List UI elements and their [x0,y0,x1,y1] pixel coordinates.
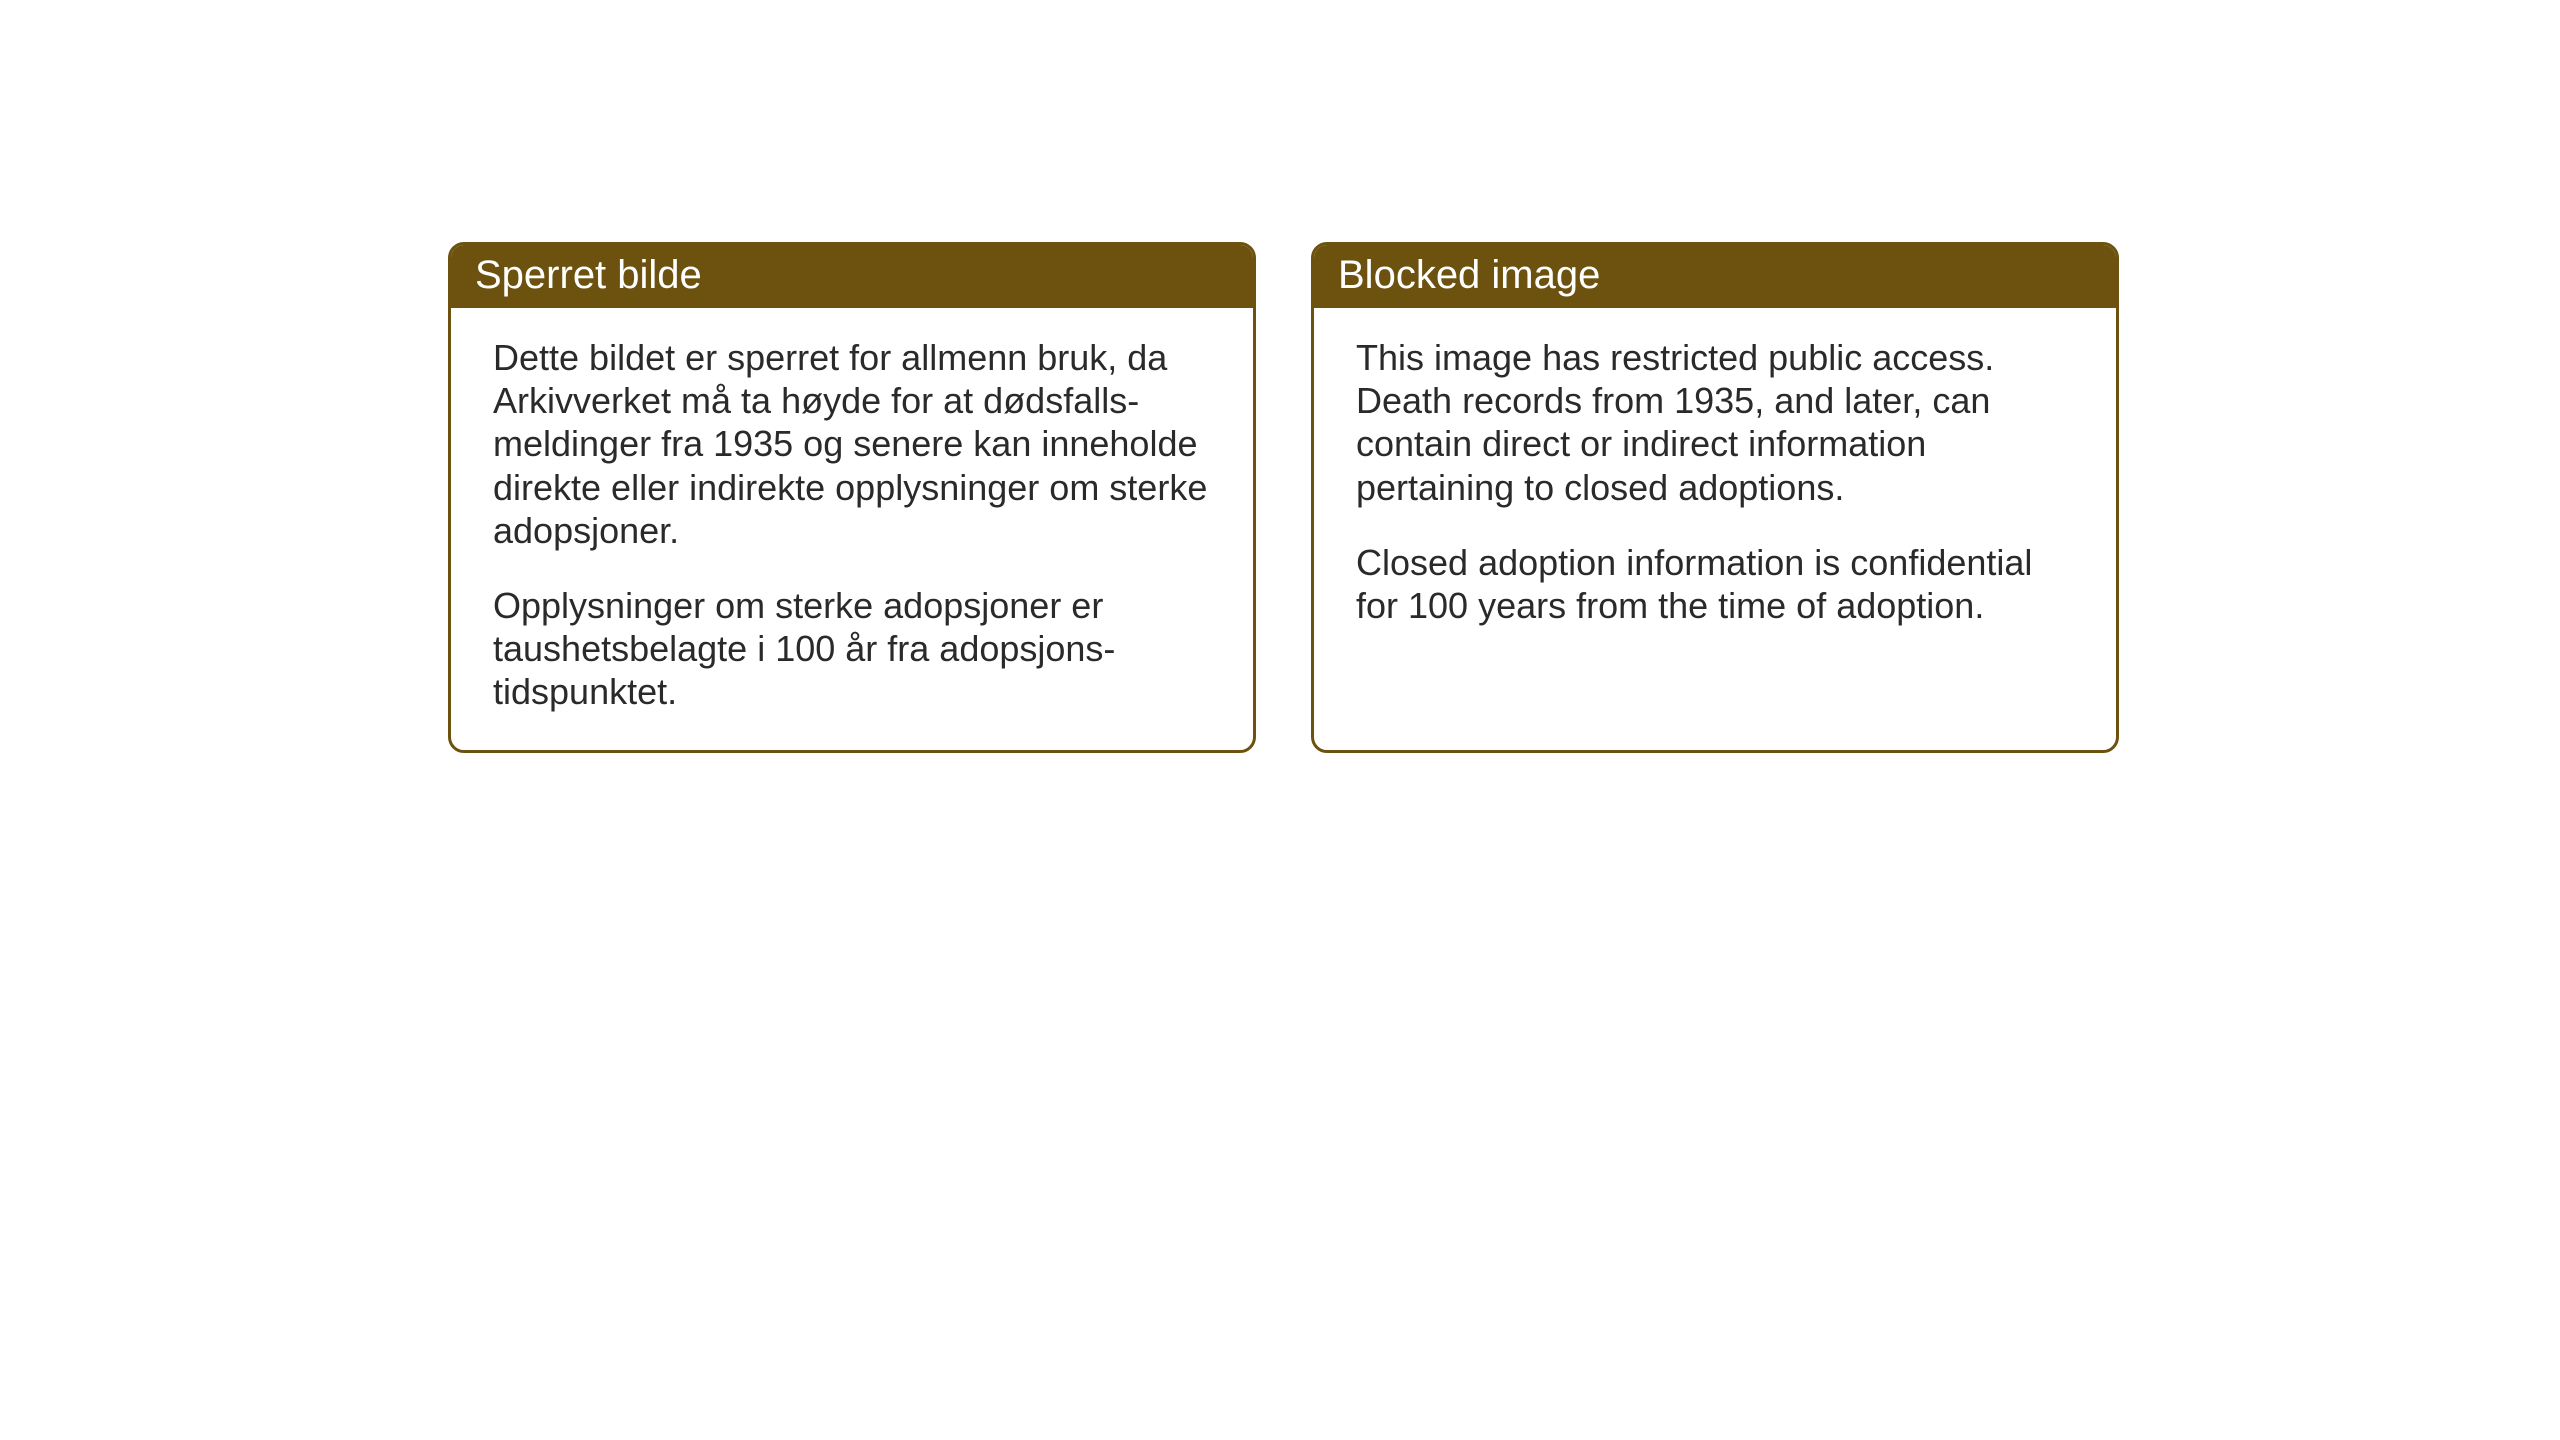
norwegian-card-title: Sperret bilde [451,245,1253,308]
norwegian-paragraph-1: Dette bildet er sperret for allmenn bruk… [493,336,1211,552]
english-card-title: Blocked image [1314,245,2116,308]
notice-container: Sperret bilde Dette bildet er sperret fo… [0,0,2560,753]
norwegian-card-body: Dette bildet er sperret for allmenn bruk… [451,308,1253,750]
english-notice-card: Blocked image This image has restricted … [1311,242,2119,753]
english-paragraph-1: This image has restricted public access.… [1356,336,2074,509]
norwegian-paragraph-2: Opplysninger om sterke adopsjoner er tau… [493,584,1211,714]
norwegian-notice-card: Sperret bilde Dette bildet er sperret fo… [448,242,1256,753]
english-paragraph-2: Closed adoption information is confident… [1356,541,2074,627]
english-card-body: This image has restricted public access.… [1314,308,2116,663]
